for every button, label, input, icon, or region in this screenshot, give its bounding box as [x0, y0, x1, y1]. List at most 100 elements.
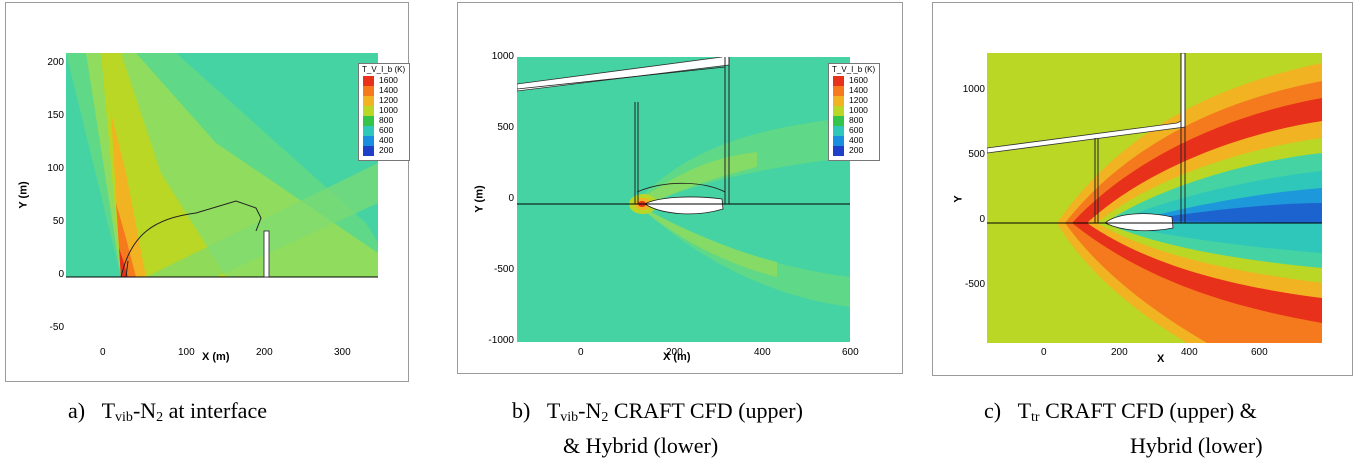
panel-a: T_V_I_b (K) 1600 1400 1200 1000 800 600 400 200…: [5, 2, 410, 382]
caption-subscript-2: 2: [601, 410, 609, 425]
caption-b-line2: & Hybrid (lower): [563, 433, 718, 459]
legend-value: 1400: [379, 85, 398, 95]
legend-value: 1200: [849, 95, 868, 105]
x-axis-label: X (m): [663, 351, 691, 363]
legend-b: T_V_I_b (K) 1600 1400 1200 1000 800 600 400 200: [828, 63, 880, 161]
legend-swatch: [363, 76, 374, 86]
y-tick-label: 50: [52, 216, 64, 227]
x-tick-label: 400: [754, 347, 771, 358]
caption-subscript: tr: [1031, 410, 1040, 425]
legend-swatch: [363, 136, 374, 146]
caption-c-line2: Hybrid (lower): [1130, 433, 1263, 459]
y-tick-label: -500: [493, 264, 514, 275]
legend-value: 200: [379, 145, 394, 155]
legend-value: 800: [849, 115, 864, 125]
legend-swatch: [833, 76, 844, 86]
caption-b: b) Tvib-N2 CRAFT CFD (upper): [512, 398, 803, 431]
caption-c: c) Ttr CRAFT CFD (upper) &: [984, 398, 1257, 431]
caption-subscript-2: 2: [156, 410, 164, 425]
legend-value: 1600: [849, 75, 868, 85]
legend-swatch: [833, 106, 844, 116]
caption-prefix: a): [68, 398, 86, 423]
y-tick-label: 0: [508, 193, 514, 204]
legend-value: 600: [849, 125, 864, 135]
caption-text: -N: [132, 398, 157, 423]
y-tick-label: -50: [49, 322, 64, 333]
legend-swatch: [833, 96, 844, 106]
caption-line2: & Hybrid (lower): [563, 433, 719, 458]
legend-swatch: [833, 126, 844, 136]
caption-rest: CRAFT CFD (upper) &: [1039, 398, 1257, 423]
y-tick-label: -500: [964, 279, 985, 290]
x-axis-label: X: [1157, 353, 1165, 365]
legend-swatch: [833, 136, 844, 146]
legend-swatch: [363, 146, 374, 156]
y-tick-label: 500: [968, 149, 985, 160]
y-tick-label: 200: [47, 57, 64, 68]
contour-image-c: [987, 53, 1322, 343]
legend-value: 1000: [849, 105, 868, 115]
y-tick-label: -1000: [488, 335, 514, 346]
legend-value: 1200: [379, 95, 398, 105]
contour-plot-b: [517, 57, 850, 342]
caption-prefix: b): [512, 398, 531, 423]
legend-swatch: [363, 106, 374, 116]
x-tick-label: 200: [666, 347, 683, 358]
y-axis-label: Y (m): [473, 185, 486, 213]
y-axis-label: Y: [952, 195, 965, 203]
legend-value: 400: [379, 135, 394, 145]
contour-plot-a: [66, 53, 378, 343]
caption-rest: at interface: [163, 398, 267, 423]
legend-swatch: [363, 126, 374, 136]
contour-plot-c: [987, 53, 1322, 343]
y-tick-label: 1000: [491, 51, 514, 62]
legend-swatch: [363, 116, 374, 126]
panel-c: 0 200 400 600 1000 500 0 -500 X Y: [932, 2, 1353, 376]
caption-symbol: T: [546, 398, 561, 423]
y-tick-label: 1000: [962, 84, 985, 95]
x-tick-label: 300: [334, 347, 351, 358]
legend-swatch: [363, 96, 374, 106]
legend-value: 600: [379, 125, 394, 135]
legend-swatch: [833, 86, 844, 96]
caption-symbol: T: [101, 398, 116, 423]
x-tick-label: 0: [1041, 347, 1047, 358]
legend-value: 1400: [849, 85, 868, 95]
x-tick-label: 200: [256, 347, 273, 358]
caption-line2: Hybrid (lower): [1130, 433, 1263, 458]
legend-title: T_V_I_b (K): [832, 65, 876, 74]
contour-image-a: [66, 53, 378, 343]
caption-rest: CRAFT CFD (upper): [608, 398, 803, 423]
caption-text: -N: [578, 398, 602, 423]
x-tick-label: 600: [1251, 347, 1268, 358]
caption-a: a) Tvib-N2 at interface: [68, 398, 267, 431]
caption-subscript: vib: [560, 410, 579, 425]
y-tick-label: 0: [58, 269, 64, 280]
x-tick-label: 600: [842, 347, 859, 358]
x-axis-label: X (m): [202, 351, 230, 363]
caption-symbol: T: [1017, 398, 1032, 423]
legend-swatch: [833, 146, 844, 156]
x-tick-label: 100: [178, 347, 195, 358]
x-tick-label: 0: [100, 347, 106, 358]
y-tick-label: 150: [47, 110, 64, 121]
legend-value: 1000: [379, 105, 398, 115]
y-axis-label: Y (m): [17, 181, 30, 209]
x-tick-label: 400: [1181, 347, 1198, 358]
y-tick-label: 100: [47, 163, 64, 174]
panel-b: T_V_I_b (K) 1600 1400 1200 1000 800 600 400 200…: [457, 2, 903, 374]
legend-a: T_V_I_b (K) 1600 1400 1200 1000 800 600 400 200: [358, 63, 410, 161]
caption-subscript: vib: [115, 410, 133, 425]
x-tick-label: 0: [578, 347, 584, 358]
legend-title: T_V_I_b (K): [362, 65, 406, 74]
contour-image-b: [517, 57, 850, 342]
legend-value: 200: [849, 145, 864, 155]
y-tick-label: 500: [497, 122, 514, 133]
legend-swatch: [833, 116, 844, 126]
legend-value: 800: [379, 115, 394, 125]
legend-value: 1600: [379, 75, 398, 85]
caption-prefix: c): [984, 398, 1002, 423]
legend-swatch: [363, 86, 374, 96]
x-tick-label: 200: [1111, 347, 1128, 358]
y-tick-label: 0: [979, 214, 985, 225]
